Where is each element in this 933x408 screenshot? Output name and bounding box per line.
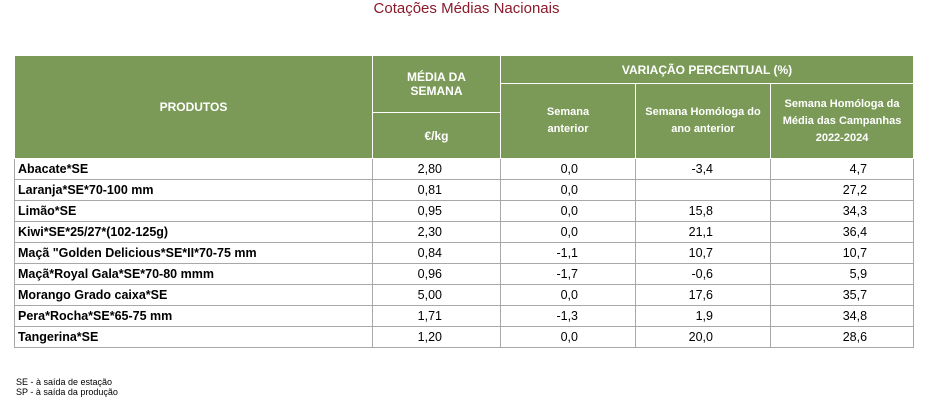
prices-table: PRODUTOS MÉDIA DA SEMANA VARIAÇÃO PERCEN… bbox=[14, 55, 915, 348]
value-cell: 1,9 bbox=[635, 305, 771, 327]
value-cell: 0,95 bbox=[372, 200, 501, 222]
table-row: Maçã "Golden Delicious*SE*II*70-75 mm 0,8… bbox=[14, 242, 915, 264]
value-cell: 0,96 bbox=[372, 263, 501, 285]
header-cell: Semana Homóloga do ano anterior bbox=[635, 83, 771, 159]
header-cell: VARIAÇÃO PERCENTUAL (%) bbox=[499, 55, 915, 84]
value-cell: 34,3 bbox=[769, 200, 915, 222]
value-cell: 5,9 bbox=[769, 263, 915, 285]
product-cell: Abacate*SE bbox=[14, 158, 373, 180]
value-cell: 0,0 bbox=[500, 179, 636, 201]
table-row: Laranja*SE*70-100 mm 0,81 0,0 27,2 bbox=[14, 179, 915, 201]
value-cell: 15,8 bbox=[635, 200, 771, 222]
value-cell: 4,7 bbox=[769, 158, 915, 180]
note: SE - à saída de estação bbox=[16, 377, 113, 387]
value-cell: 1,20 bbox=[372, 326, 501, 348]
value-cell: 34,8 bbox=[769, 305, 915, 327]
header-cell: PRODUTOS bbox=[14, 55, 373, 159]
table-row: Pera*Rocha*SE*65-75 mm 1,71 -1,3 1,9 34,8 bbox=[14, 305, 915, 327]
value-cell: -1,1 bbox=[500, 242, 636, 264]
note: SP - à saída da produção bbox=[16, 387, 118, 397]
value-cell: 0,0 bbox=[500, 284, 636, 306]
header-cell: €/kg bbox=[372, 112, 501, 159]
header-cell: Semana anterior bbox=[500, 83, 636, 159]
product-cell: Tangerina*SE bbox=[14, 326, 373, 348]
table-row: Abacate*SE 2,80 0,0 -3,4 4,7 bbox=[14, 158, 915, 180]
product-cell: Maçã*Royal Gala*SE*70-80 mmm bbox=[14, 263, 373, 285]
value-cell: 36,4 bbox=[769, 221, 915, 243]
table-row: Limão*SE 0,95 0,0 15,8 34,3 bbox=[14, 200, 915, 222]
product-cell: Limão*SE bbox=[14, 200, 373, 222]
value-cell: -1,7 bbox=[500, 263, 636, 285]
value-cell: 0,0 bbox=[500, 221, 636, 243]
page-title: Cotações Médias Nacionais bbox=[373, 0, 560, 17]
value-cell: -3,4 bbox=[635, 158, 771, 180]
value-cell: -1,3 bbox=[500, 305, 636, 327]
value-cell: -0,6 bbox=[635, 263, 771, 285]
value-cell: 2,30 bbox=[372, 221, 501, 243]
value-cell: 17,6 bbox=[635, 284, 771, 306]
value-cell: 1,71 bbox=[372, 305, 501, 327]
product-cell: Laranja*SE*70-100 mm bbox=[14, 179, 373, 201]
value-cell: 0,0 bbox=[500, 158, 636, 180]
product-cell: Pera*Rocha*SE*65-75 mm bbox=[14, 305, 373, 327]
value-cell: 10,7 bbox=[635, 242, 771, 264]
table-body: Abacate*SE 2,80 0,0 -3,4 4,7 Laranja*SE*70-10… bbox=[14, 158, 915, 348]
value-cell: 27,2 bbox=[769, 179, 915, 201]
value-cell: 20,0 bbox=[635, 326, 771, 348]
value-cell: 0,84 bbox=[372, 242, 501, 264]
value-cell: 28,6 bbox=[769, 326, 915, 348]
value-cell bbox=[635, 179, 771, 201]
header-cell: Semana Homóloga da Média das Campanhas 2… bbox=[769, 83, 915, 159]
table-row: Morango Grado caixa*SE 5,00 0,0 17,6 35,7 bbox=[14, 284, 915, 306]
product-cell: Maçã "Golden Delicious*SE*II*70-75 mm bbox=[14, 242, 373, 264]
product-cell: Kiwi*SE*25/27*(102-125g) bbox=[14, 221, 373, 243]
value-cell: 35,7 bbox=[769, 284, 915, 306]
table-row: Maçã*Royal Gala*SE*70-80 mmm 0,96 -1,7 -0,6… bbox=[14, 263, 915, 285]
table-row: Kiwi*SE*25/27*(102-125g) 2,30 0,0 21,1 36,4 bbox=[14, 221, 915, 243]
value-cell: 2,80 bbox=[372, 158, 501, 180]
value-cell: 0,0 bbox=[500, 200, 636, 222]
value-cell: 5,00 bbox=[372, 284, 501, 306]
header-cell: MÉDIA DA SEMANA bbox=[372, 55, 501, 113]
table-row: Tangerina*SE 1,20 0,0 20,0 28,6 bbox=[14, 326, 915, 348]
notes: SE - à saída de estação SP - à saída da … bbox=[16, 377, 118, 397]
value-cell: 21,1 bbox=[635, 221, 771, 243]
value-cell: 10,7 bbox=[769, 242, 915, 264]
value-cell: 0,81 bbox=[372, 179, 501, 201]
value-cell: 0,0 bbox=[500, 326, 636, 348]
product-cell: Morango Grado caixa*SE bbox=[14, 284, 373, 306]
